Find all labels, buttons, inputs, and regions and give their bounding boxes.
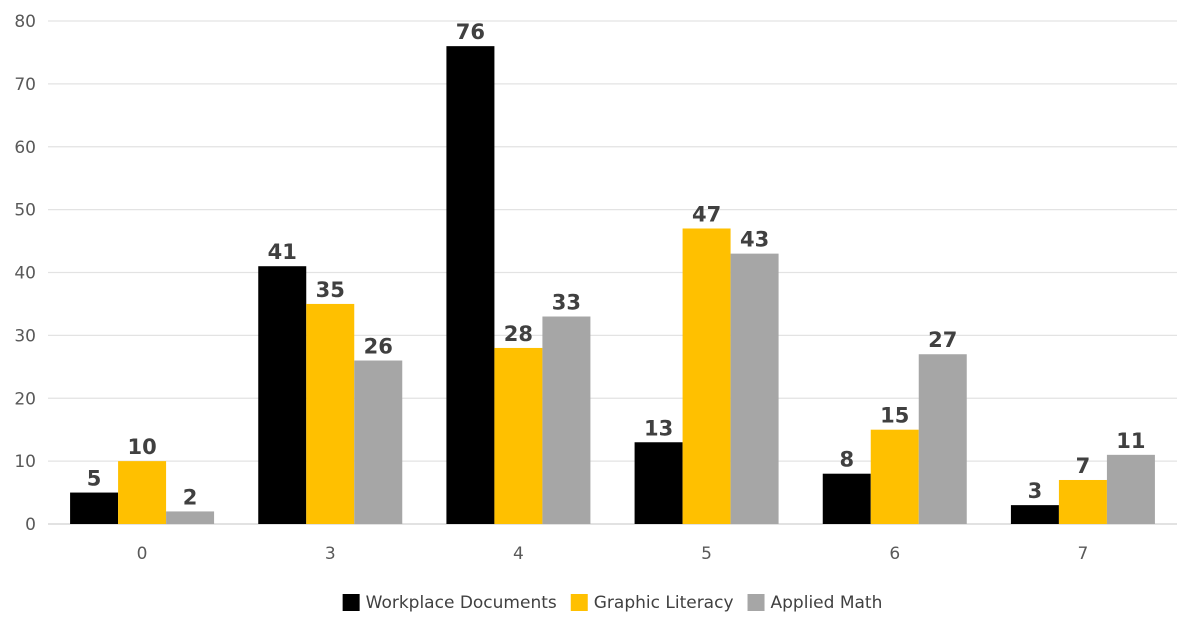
bars	[70, 46, 1155, 524]
data-label: 27	[928, 328, 957, 352]
bar	[1011, 505, 1059, 524]
legend: Workplace Documents Graphic Literacy Appli…	[343, 593, 883, 613]
data-label: 2	[183, 485, 198, 509]
x-tick-label: 5	[701, 544, 712, 564]
y-tick-label: 80	[14, 12, 36, 32]
data-label: 15	[880, 404, 909, 428]
legend-label: Graphic Literacy	[594, 593, 734, 613]
data-labels: 5 10 2 41 35 26 76 28 33 13 47 43 8 15 27 3 7 11	[87, 20, 1146, 509]
data-label: 10	[127, 435, 156, 459]
legend-swatch	[748, 594, 765, 611]
data-label: 8	[839, 448, 854, 472]
bar	[306, 304, 354, 524]
y-tick-label: 20	[14, 389, 36, 409]
y-tick-label: 10	[14, 452, 36, 472]
bar	[354, 361, 402, 524]
data-label: 41	[268, 240, 297, 264]
bar	[494, 348, 542, 524]
y-tick-label: 40	[14, 264, 36, 284]
data-label: 33	[552, 291, 581, 315]
bar	[258, 266, 306, 524]
bar	[919, 354, 967, 524]
bar	[1107, 455, 1155, 524]
data-label: 13	[644, 416, 673, 440]
bar	[635, 442, 683, 524]
legend-label: Applied Math	[771, 593, 883, 613]
data-label: 76	[456, 20, 485, 44]
legend-swatch	[571, 594, 588, 611]
bar	[70, 493, 118, 524]
data-label: 5	[87, 467, 102, 491]
data-label: 47	[692, 202, 721, 226]
bar	[446, 46, 494, 524]
bar	[118, 461, 166, 524]
gridlines	[48, 21, 1177, 524]
bar	[731, 254, 779, 524]
y-tick-label: 60	[14, 138, 36, 158]
x-tick-label: 7	[1078, 544, 1089, 564]
data-label: 43	[740, 228, 769, 252]
x-axis-ticks: 0 3 4 5 6 7	[137, 544, 1089, 564]
bar	[542, 317, 590, 524]
x-tick-label: 4	[513, 544, 524, 564]
data-label: 3	[1028, 479, 1043, 503]
data-label: 7	[1076, 454, 1091, 478]
x-tick-label: 3	[325, 544, 336, 564]
y-tick-label: 70	[14, 75, 36, 95]
data-label: 35	[316, 278, 345, 302]
x-tick-label: 6	[889, 544, 900, 564]
bar	[166, 511, 214, 524]
x-tick-label: 0	[137, 544, 148, 564]
y-tick-label: 30	[14, 326, 36, 346]
bar	[871, 430, 919, 524]
legend-swatch	[343, 594, 360, 611]
bar	[823, 474, 871, 524]
y-tick-label: 0	[25, 515, 36, 535]
bar	[1059, 480, 1107, 524]
bar	[683, 228, 731, 524]
data-label: 26	[364, 335, 393, 359]
data-label: 28	[504, 322, 533, 346]
y-axis-ticks: 0 10 20 30 40 50 60 70 80	[14, 12, 36, 535]
data-label: 11	[1116, 429, 1145, 453]
legend-label: Workplace Documents	[366, 593, 557, 613]
y-tick-label: 50	[14, 201, 36, 221]
